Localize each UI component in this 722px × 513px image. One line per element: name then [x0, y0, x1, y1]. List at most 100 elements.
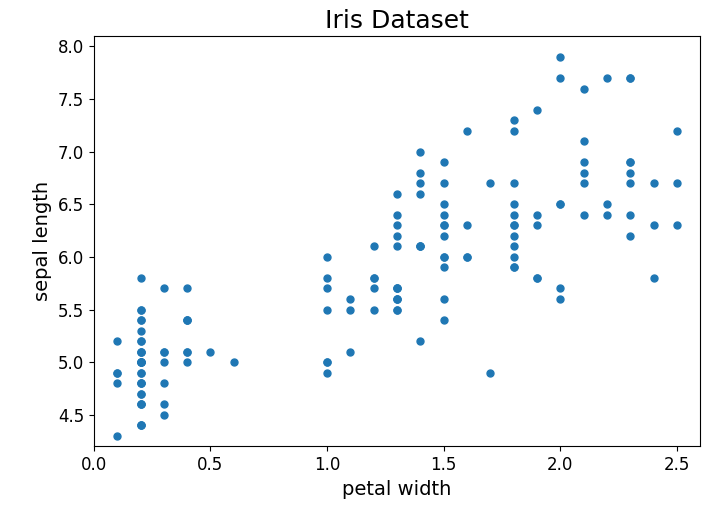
- Point: [135, 347, 147, 356]
- Point: [578, 85, 589, 93]
- Point: [391, 295, 403, 303]
- Point: [135, 400, 147, 408]
- Point: [438, 253, 450, 261]
- Point: [671, 127, 683, 135]
- Point: [531, 211, 543, 219]
- Point: [135, 400, 147, 408]
- Point: [158, 410, 170, 419]
- Point: [391, 232, 403, 240]
- Point: [158, 347, 170, 356]
- Point: [414, 190, 426, 198]
- Point: [625, 74, 636, 82]
- Point: [181, 358, 193, 366]
- Point: [414, 337, 426, 345]
- Point: [508, 127, 520, 135]
- Point: [321, 368, 333, 377]
- Point: [414, 242, 426, 250]
- Point: [368, 284, 380, 292]
- Point: [414, 242, 426, 250]
- Point: [601, 74, 613, 82]
- Point: [158, 284, 170, 292]
- Point: [601, 200, 613, 208]
- Point: [368, 305, 380, 313]
- Point: [321, 274, 333, 282]
- Point: [414, 169, 426, 177]
- Point: [181, 284, 193, 292]
- Y-axis label: sepal length: sepal length: [33, 181, 52, 301]
- Point: [531, 274, 543, 282]
- Point: [181, 316, 193, 324]
- Point: [578, 158, 589, 166]
- Point: [438, 221, 450, 229]
- Point: [508, 232, 520, 240]
- Point: [554, 53, 566, 61]
- Point: [321, 358, 333, 366]
- Point: [135, 347, 147, 356]
- Point: [648, 274, 659, 282]
- Point: [508, 179, 520, 187]
- Point: [391, 211, 403, 219]
- Point: [461, 253, 473, 261]
- Point: [391, 305, 403, 313]
- Point: [135, 274, 147, 282]
- Point: [461, 127, 473, 135]
- Point: [344, 295, 356, 303]
- Point: [648, 179, 659, 187]
- Point: [181, 316, 193, 324]
- Point: [391, 221, 403, 229]
- Point: [438, 232, 450, 240]
- Point: [578, 137, 589, 145]
- Point: [578, 179, 589, 187]
- Point: [578, 169, 589, 177]
- Point: [671, 179, 683, 187]
- Point: [135, 316, 147, 324]
- Point: [554, 200, 566, 208]
- Point: [344, 305, 356, 313]
- Point: [391, 295, 403, 303]
- Point: [484, 368, 496, 377]
- Point: [508, 263, 520, 271]
- Point: [508, 263, 520, 271]
- Point: [135, 389, 147, 398]
- Point: [438, 263, 450, 271]
- Point: [625, 179, 636, 187]
- Point: [135, 358, 147, 366]
- Point: [135, 389, 147, 398]
- Point: [508, 242, 520, 250]
- Point: [554, 200, 566, 208]
- X-axis label: petal width: petal width: [342, 480, 452, 499]
- Point: [601, 211, 613, 219]
- Point: [321, 358, 333, 366]
- Point: [205, 347, 217, 356]
- Point: [438, 211, 450, 219]
- Point: [181, 347, 193, 356]
- Point: [391, 284, 403, 292]
- Point: [461, 221, 473, 229]
- Point: [391, 242, 403, 250]
- Point: [438, 221, 450, 229]
- Point: [391, 295, 403, 303]
- Point: [321, 284, 333, 292]
- Point: [438, 316, 450, 324]
- Point: [181, 347, 193, 356]
- Point: [111, 431, 123, 440]
- Point: [135, 379, 147, 387]
- Point: [135, 305, 147, 313]
- Point: [111, 379, 123, 387]
- Point: [321, 253, 333, 261]
- Point: [158, 400, 170, 408]
- Point: [135, 337, 147, 345]
- Point: [625, 158, 636, 166]
- Point: [368, 274, 380, 282]
- Point: [554, 284, 566, 292]
- Point: [625, 169, 636, 177]
- Point: [508, 221, 520, 229]
- Point: [135, 337, 147, 345]
- Point: [135, 358, 147, 366]
- Point: [578, 211, 589, 219]
- Point: [531, 274, 543, 282]
- Point: [135, 368, 147, 377]
- Point: [321, 305, 333, 313]
- Point: [554, 295, 566, 303]
- Point: [508, 221, 520, 229]
